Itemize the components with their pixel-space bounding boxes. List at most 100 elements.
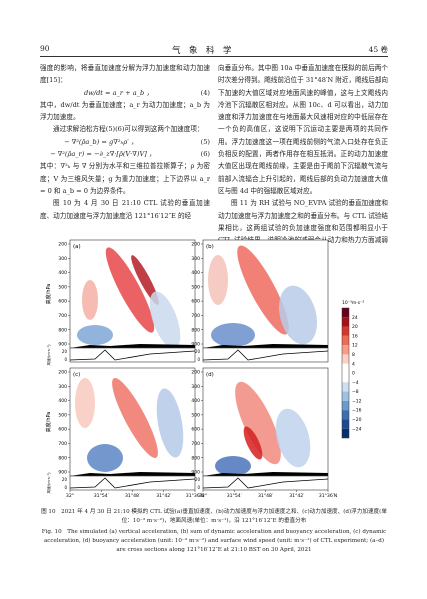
contour-fill [82, 280, 98, 320]
contour-fill [211, 323, 255, 347]
contour-fill [77, 325, 113, 345]
wind-curve [202, 477, 329, 489]
contours [75, 377, 184, 472]
wind-tick-label: 20 [195, 349, 201, 354]
colorbar-tick-label: −20 [352, 417, 362, 423]
wind-tick-label: 0 [197, 357, 200, 362]
y-tick-label: 200 [191, 242, 200, 248]
colorbar-segment [342, 345, 349, 355]
colorbar-segment [342, 428, 349, 438]
colorbar-segment [342, 410, 349, 420]
wind-tick-label: 20 [195, 477, 201, 482]
wind-curve [69, 349, 196, 361]
contour-fill [105, 247, 155, 333]
y-tick-label: 600 [191, 427, 200, 433]
x-tick-label: 31°42′ [156, 493, 171, 499]
y-tick-label: 700 [58, 441, 67, 447]
equation-number: (5) [200, 137, 210, 146]
panel-label: (a) [73, 244, 81, 250]
paragraph: 向垂直分布。其中图 10a 中垂直加速度在模拟的前后两个时次差分得到。飑线前沿位… [218, 64, 389, 195]
colorbar-tick-label: 20 [352, 324, 358, 330]
y-tick-label: 400 [191, 398, 200, 404]
wind-tick-label: 20 [62, 349, 68, 354]
y-tick-label: 800 [58, 327, 67, 333]
x-tick-label: 31°42′ [289, 493, 304, 499]
formula: − ∇²(ρ̄a_r) = −∂_z∇·[ρ̄(V·∇)V] ， [50, 150, 156, 159]
colorbar-tick-label: −12 [352, 398, 362, 404]
volume: 45 卷 [368, 45, 388, 54]
y-tick-label: 200 [58, 370, 67, 376]
colorbar-tick-label: 12 [352, 343, 358, 349]
y-tick-label: 500 [58, 412, 67, 418]
y-tick-label: 600 [58, 427, 67, 433]
equation: dw/dt = a_r + a_b ， (4) [40, 87, 210, 99]
y-tick-label: 600 [191, 299, 200, 305]
equation-number: (4) [200, 88, 210, 97]
y-tick-label: 600 [58, 299, 67, 305]
colorbar-tick-label: −8 [352, 389, 359, 395]
colorbar-segment [342, 391, 349, 401]
panel-label: (c) [73, 372, 80, 378]
page-number: 90 [40, 44, 50, 53]
x-tick-label: 31°48′ [258, 493, 273, 499]
contour-fill [75, 378, 95, 428]
colorbar-segment [342, 400, 349, 411]
equation: − ∇²(ρ̄a_b) = g∇²ₕρ′ ， (5) [40, 136, 210, 148]
contours [77, 247, 181, 348]
wind-tick-label: 0 [64, 357, 67, 362]
wind-curve [69, 477, 196, 489]
wind-tick-label: 0 [64, 485, 67, 490]
contour-fill [149, 291, 181, 348]
x-tick-label: 31°54′ [227, 493, 242, 499]
y-tick-label: 900 [58, 470, 67, 476]
wind-frame [69, 347, 196, 363]
formula: − ∇²(ρ̄a_b) = g∇²ₕρ′ ， [64, 137, 138, 146]
y-tick-label: 300 [58, 256, 67, 262]
colorbar-tick-label: 8 [352, 352, 355, 358]
contour-fill [243, 426, 263, 460]
y-tick-label: 300 [191, 256, 200, 262]
y-tick-label: 300 [191, 384, 200, 390]
colorbar-tick-label: 4 [352, 361, 355, 367]
wind-tick-label: 0 [197, 485, 200, 490]
paragraph: 图 10 为 4 月 30 日 21:10 CTL 试验的垂直加速度、动力加速度… [40, 199, 210, 220]
y-tick-label: 700 [191, 313, 200, 319]
colorbar-tick-label: 24 [352, 315, 358, 321]
contour-fill [112, 377, 158, 459]
caption: 图 10 2021 年 4 月 30 日 21:10 模拟的 CTL 试验(a)… [40, 508, 388, 556]
colorbar-segment [342, 326, 349, 336]
contours [215, 381, 311, 476]
wind-tick-label: 20 [62, 477, 68, 482]
caption-cn: 图 10 2021 年 4 月 30 日 21:10 模拟的 CTL 试验(a)… [41, 509, 387, 525]
y-tick-label: 900 [191, 342, 200, 348]
y-tick-label: 900 [191, 470, 200, 476]
y-tick-label: 800 [58, 455, 67, 461]
paragraph: 强度的影响，将垂直加速度分解为浮力加速度和动力加速度[15]： [40, 64, 210, 85]
colorbar-tick-label: −16 [352, 408, 362, 414]
y-tick-label: 300 [58, 384, 67, 390]
y-tick-label: 700 [191, 441, 200, 447]
caption-en: Fig. 10 The simulated (a) vertical accel… [41, 528, 387, 554]
contour-fill [235, 381, 281, 465]
x-tick-label: 31°48′ [125, 493, 140, 499]
y-tick-label: 900 [58, 342, 67, 348]
colorbar-segment [342, 335, 349, 346]
x-tick-label: 32° [199, 493, 207, 499]
y-tick-label: 400 [58, 270, 67, 276]
colorbar-unit: 10⁻³m·s⁻² [342, 300, 364, 306]
y-tick-label: 200 [191, 370, 200, 376]
y-tick-label: 500 [58, 284, 67, 290]
terrain [70, 472, 195, 476]
y-tick-label: 500 [191, 412, 200, 418]
contour-fill [278, 285, 318, 345]
x-tick-label: 31°36′N [319, 493, 337, 499]
y-tick-label: 400 [58, 398, 67, 404]
colorbar-segment [342, 382, 349, 392]
colorbar-segment [342, 419, 349, 429]
y-tick-label: 400 [191, 270, 200, 276]
header-rule [40, 56, 388, 57]
y-axis-label: 高度/hPa [45, 412, 52, 433]
wind-axis-label: 风速/(m·s⁻¹) [46, 472, 51, 494]
y-tick-label: 800 [191, 455, 200, 461]
